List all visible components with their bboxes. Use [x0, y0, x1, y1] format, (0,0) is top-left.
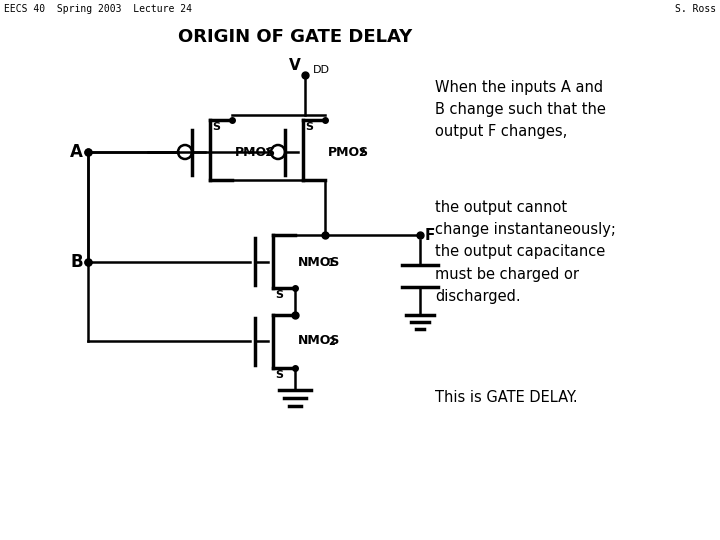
Text: 2: 2	[358, 148, 365, 158]
Text: B: B	[71, 253, 83, 271]
Text: S: S	[275, 370, 283, 380]
Text: NMOS: NMOS	[298, 334, 341, 348]
Text: PMOS: PMOS	[328, 145, 369, 159]
Text: ORIGIN OF GATE DELAY: ORIGIN OF GATE DELAY	[178, 28, 412, 46]
Text: 2: 2	[328, 337, 335, 347]
Text: A: A	[70, 143, 83, 161]
Text: NMOS: NMOS	[298, 255, 341, 268]
Text: V: V	[289, 58, 301, 73]
Text: F: F	[425, 227, 436, 242]
Text: 1: 1	[265, 148, 271, 158]
Text: PMOS: PMOS	[235, 145, 276, 159]
Text: 1: 1	[328, 258, 335, 268]
Text: S. Ross: S. Ross	[675, 4, 716, 14]
Text: This is GATE DELAY.: This is GATE DELAY.	[435, 390, 577, 405]
Text: EECS 40  Spring 2003  Lecture 24: EECS 40 Spring 2003 Lecture 24	[4, 4, 192, 14]
Text: the output cannot
change instantaneously;
the output capacitance
must be charged: the output cannot change instantaneously…	[435, 200, 616, 304]
Text: S: S	[275, 290, 283, 300]
Text: When the inputs A and
B change such that the
output F changes,: When the inputs A and B change such that…	[435, 80, 606, 139]
Text: S: S	[305, 122, 313, 132]
Text: DD: DD	[313, 65, 330, 75]
Text: S: S	[212, 122, 220, 132]
